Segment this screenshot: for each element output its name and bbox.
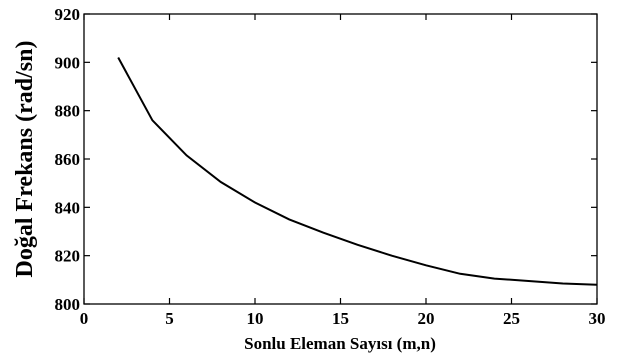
y-tick-label: 880 xyxy=(55,102,81,121)
y-tick-label: 860 xyxy=(55,150,81,169)
x-tick-label: 25 xyxy=(503,309,520,328)
series-line xyxy=(117,57,598,286)
y-tick-label: 920 xyxy=(55,5,81,24)
x-tick-label: 20 xyxy=(418,309,435,328)
x-tick-labels: 0 5 10 15 20 25 30 xyxy=(80,309,606,328)
x-tick-label: 10 xyxy=(247,309,264,328)
y-tick-label: 800 xyxy=(55,295,81,314)
x-tick-label: 15 xyxy=(332,309,349,328)
y-tick-labels: 800 820 840 860 880 900 920 xyxy=(55,5,81,314)
y-tick-label: 900 xyxy=(55,53,81,72)
x-tick-label: 30 xyxy=(589,309,606,328)
y-tick-label: 820 xyxy=(55,247,81,266)
plot-area xyxy=(83,13,598,305)
y-tick-label: 840 xyxy=(55,198,81,217)
y-axis-label: Doğal Frekans (rad/sn) xyxy=(12,41,38,278)
x-axis-label: Sonlu Eleman Sayısı (m,n) xyxy=(244,334,436,353)
tick-marks xyxy=(83,13,598,305)
x-tick-label: 5 xyxy=(165,309,174,328)
x-tick-label: 0 xyxy=(80,309,89,328)
